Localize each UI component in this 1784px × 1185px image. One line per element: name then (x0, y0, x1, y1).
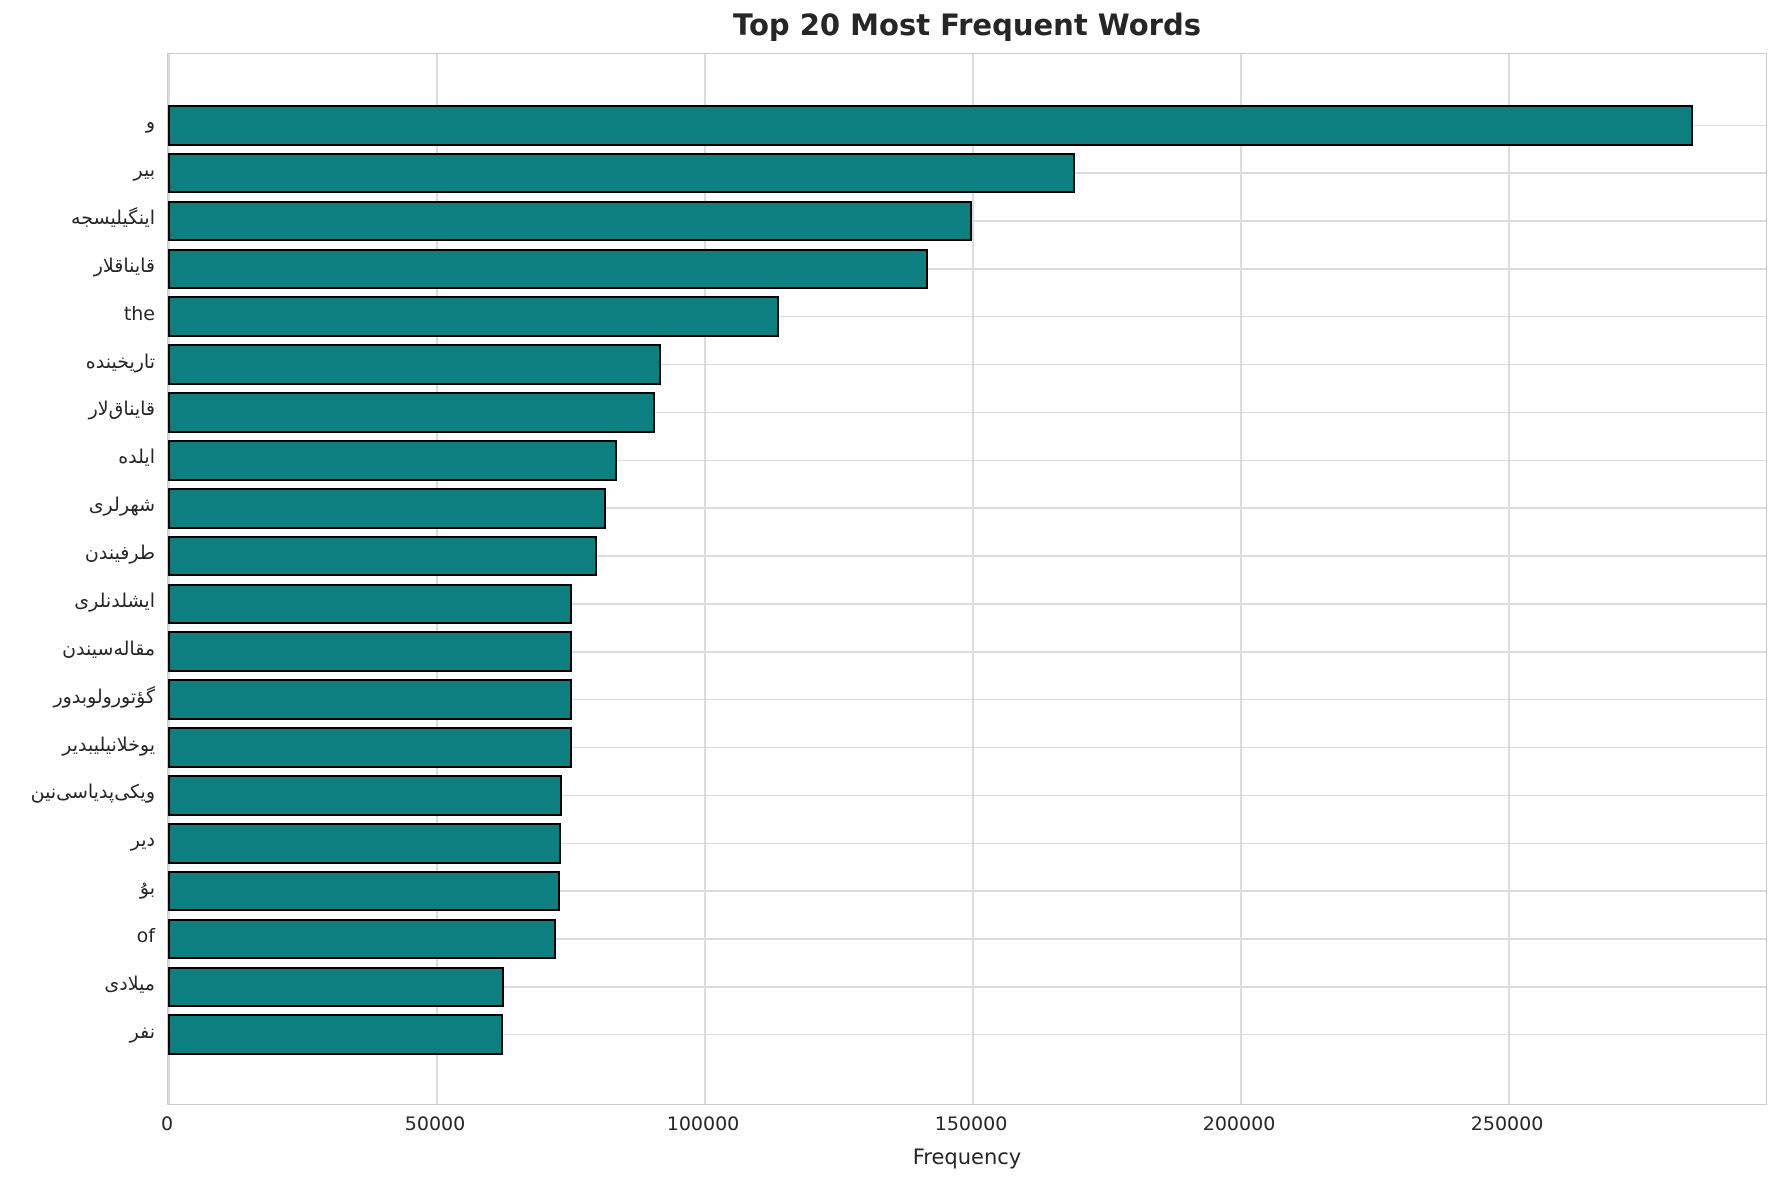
gridline-horizontal (168, 651, 1766, 653)
y-tick-label: تاریخینده (85, 350, 155, 373)
frequency-bar (168, 248, 929, 290)
gridline-vertical (168, 54, 170, 1104)
x-tick-label: 200000 (1202, 1113, 1276, 1135)
y-tick-label: بیر (133, 159, 155, 182)
gridline-horizontal (168, 1033, 1766, 1036)
y-tick-label: ایلده (118, 446, 155, 469)
y-tick-label: اینگیلیسجه (71, 207, 155, 229)
y-tick-label: میلادی (104, 972, 155, 995)
x-tick-label: 250000 (1470, 1113, 1544, 1135)
gridline-horizontal (168, 746, 1766, 749)
gridline-horizontal (168, 698, 1766, 701)
frequency-bar (168, 535, 597, 577)
frequency-bar (168, 1014, 503, 1056)
frequency-bar (168, 487, 606, 529)
y-tick-label: ایشلدنلری (74, 589, 155, 612)
gridline-horizontal (168, 363, 1766, 366)
gridline-vertical (1508, 54, 1510, 1104)
x-tick-label: 50000 (404, 1113, 466, 1135)
y-tick-label: طرفیندن (84, 542, 155, 565)
x-tick-label: 0 (160, 1113, 174, 1135)
gridline-horizontal (168, 411, 1766, 414)
y-tick-label: و (145, 111, 155, 134)
y-tick-label: the (123, 302, 155, 325)
x-tick-label: 150000 (934, 1113, 1008, 1135)
gridline-vertical (1240, 54, 1242, 1104)
gridline-horizontal (168, 555, 1766, 557)
y-tick-label: ویکی‌پدیاسی‌نین (30, 781, 155, 804)
x-axis-title: Frequency (912, 1145, 1022, 1169)
y-tick-label: مقاله‌سیندن (62, 637, 155, 660)
frequency-bar (168, 775, 562, 816)
frequency-bar (168, 870, 560, 912)
y-tick-label: دیر (130, 829, 155, 852)
y-tick-label: نفر (129, 1020, 155, 1043)
frequency-bar (168, 727, 572, 768)
frequency-bar (168, 439, 618, 481)
frequency-bar (168, 200, 973, 242)
gridline-horizontal (168, 603, 1766, 605)
frequency-bar (168, 631, 573, 673)
frequency-bar (168, 104, 1693, 146)
frequency-bar (168, 392, 656, 433)
chart-title: Top 20 Most Frequent Words (733, 8, 1201, 42)
x-tick-label: 100000 (666, 1113, 740, 1135)
y-tick-label: of (136, 924, 155, 947)
gridline-horizontal (168, 268, 1766, 270)
y-tick-label: قایناق‌لار (88, 398, 155, 421)
y-tick-label: شهرلری (88, 494, 155, 517)
y-tick-label: قایناقلار (93, 254, 155, 277)
y-tick-label: بۇ (139, 877, 155, 900)
plot-area (167, 53, 1767, 1105)
y-tick-label: یوخلانیلیبدیر (62, 733, 155, 756)
frequency-bar (168, 152, 1075, 194)
gridline-horizontal (168, 507, 1766, 509)
gridline-horizontal (168, 459, 1766, 462)
gridline-horizontal (168, 794, 1766, 797)
gridline-vertical (436, 54, 438, 1104)
gridline-horizontal (168, 986, 1766, 988)
frequency-bar (168, 822, 561, 864)
gridline-horizontal (168, 890, 1766, 892)
gridline-vertical (972, 54, 974, 1104)
frequency-bar (168, 296, 780, 338)
frequency-bar (168, 966, 505, 1008)
frequency-bar (168, 679, 572, 720)
frequency-bar (168, 344, 662, 385)
gridline-horizontal (168, 938, 1766, 940)
y-tick-label: گؤتورولوبدور (53, 685, 155, 708)
frequency-bar (168, 583, 573, 625)
gridline-horizontal (168, 315, 1766, 318)
gridline-horizontal (168, 842, 1766, 844)
gridline-vertical (704, 54, 706, 1104)
frequency-bar (168, 918, 557, 960)
